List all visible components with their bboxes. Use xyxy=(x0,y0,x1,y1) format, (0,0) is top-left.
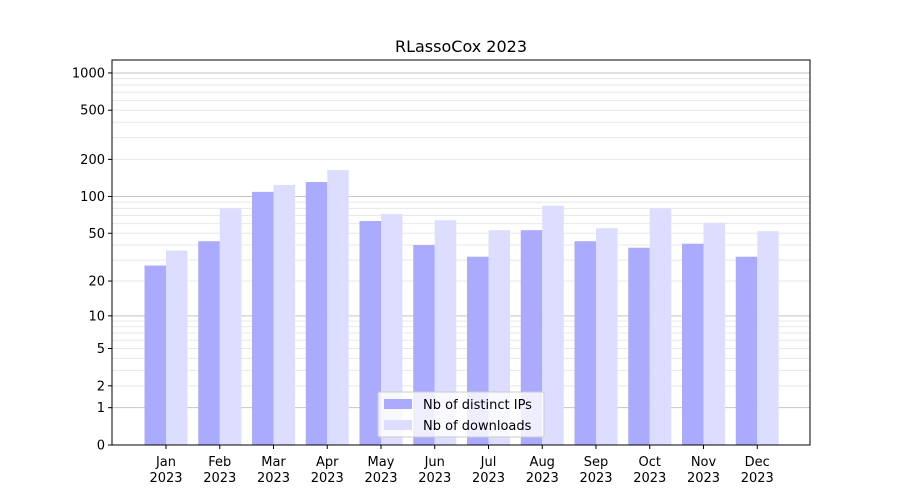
y-tick-label: 0 xyxy=(97,439,105,454)
bar-downloads xyxy=(596,228,618,445)
y-tick-label: 2 xyxy=(97,379,105,394)
y-tick-label: 500 xyxy=(80,104,105,119)
plot-frame xyxy=(111,59,811,446)
x-tick-label: Jan 2023 xyxy=(149,455,182,486)
bar-distinct-ips xyxy=(520,230,543,445)
y-tick-label: 20 xyxy=(88,275,105,290)
bar-downloads xyxy=(166,250,188,445)
bar-distinct-ips xyxy=(198,241,220,445)
bar-distinct-ips xyxy=(574,241,596,445)
bar-distinct-ips xyxy=(252,191,274,445)
legend-box xyxy=(377,391,545,438)
y-tick-label: 1000 xyxy=(72,66,105,81)
bar-downloads xyxy=(649,208,672,445)
bar-distinct-ips xyxy=(144,265,166,445)
bar-downloads xyxy=(488,230,510,445)
bar-downloads xyxy=(381,213,403,445)
bar-downloads xyxy=(273,184,295,445)
x-tick-label: Jun 2023 xyxy=(418,455,451,486)
bar-downloads xyxy=(542,205,564,445)
bars xyxy=(144,170,779,446)
bar-distinct-ips xyxy=(628,247,650,445)
x-tick-label: Jul 2023 xyxy=(472,455,505,486)
x-axis: Jan 2023 Feb 2023 Mar 2023 Apr 2023 May 2023 Jun 20… xyxy=(149,445,774,486)
bar-downloads xyxy=(327,170,349,446)
legend-swatch-downloads xyxy=(384,420,412,430)
y-axis: 0 1 2 5 10 20 50 100 200 500 1000 xyxy=(72,66,112,454)
bar-downloads xyxy=(219,208,242,445)
bar-downloads xyxy=(757,231,779,445)
x-tick-label: Apr 2023 xyxy=(311,455,344,486)
x-tick-label: Dec 2023 xyxy=(741,455,774,486)
bar-distinct-ips xyxy=(735,256,758,445)
bar-distinct-ips xyxy=(682,243,704,445)
x-tick-label: Nov 2023 xyxy=(687,455,720,486)
legend-label-downloads: Nb of downloads xyxy=(423,419,532,434)
y-tick-label: 1 xyxy=(97,401,105,416)
chart-title: RLassoCox 2023 xyxy=(395,37,527,56)
x-tick-label: Mar 2023 xyxy=(257,455,290,486)
y-tick-label: 200 xyxy=(80,153,105,168)
x-tick-label: Aug 2023 xyxy=(526,455,559,486)
x-tick-label: May 2023 xyxy=(364,455,397,486)
legend-label-ips: Nb of distinct IPs xyxy=(423,398,532,413)
x-tick-label: Sep 2023 xyxy=(579,455,612,486)
x-tick-label: Oct 2023 xyxy=(633,455,666,486)
bar-downloads xyxy=(703,222,725,445)
y-tick-label: 50 xyxy=(88,227,105,242)
bar-distinct-ips xyxy=(305,182,328,445)
legend-swatch-ips xyxy=(384,399,412,409)
y-tick-label: 5 xyxy=(97,342,105,357)
y-tick-label: 10 xyxy=(88,309,105,324)
bar-downloads xyxy=(434,220,457,445)
legend: Nb of distinct IPs Nb of downloads xyxy=(377,391,545,438)
bar-distinct-ips xyxy=(359,221,381,445)
y-tick-label: 100 xyxy=(80,190,105,205)
x-tick-label: Feb 2023 xyxy=(203,455,236,486)
